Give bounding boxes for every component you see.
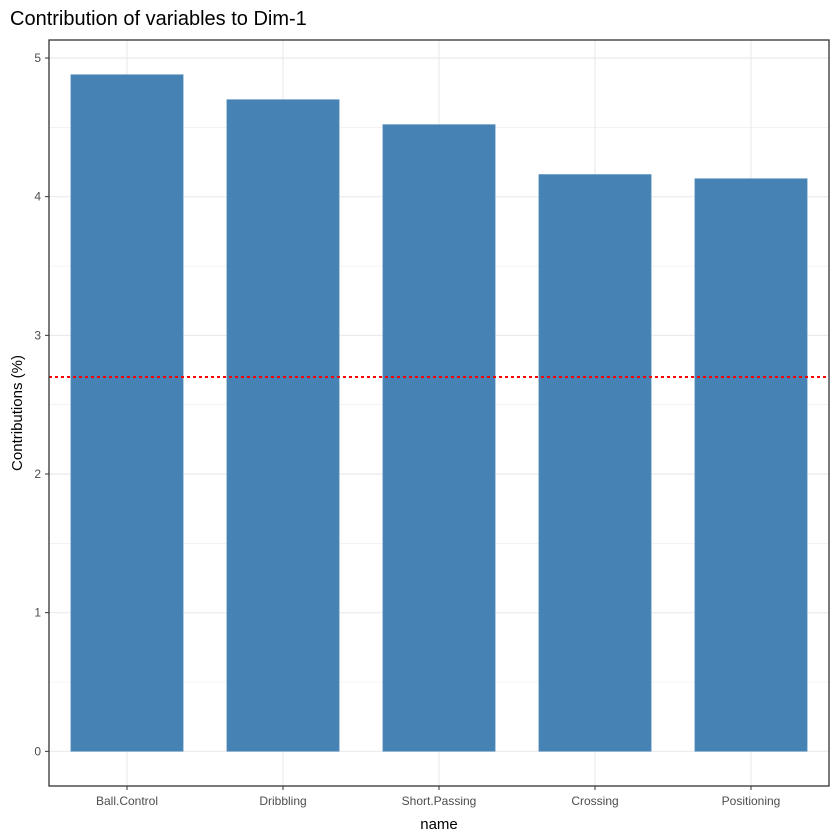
x-tick-label: Crossing — [571, 794, 618, 808]
bar-ball-control — [70, 74, 184, 752]
y-tick-label: 1 — [34, 606, 41, 620]
bar-short-passing — [382, 124, 496, 752]
x-tick-label: Positioning — [722, 794, 781, 808]
y-tick-label: 0 — [34, 744, 41, 758]
x-tick-label: Dribbling — [259, 794, 306, 808]
bar-crossing — [538, 174, 652, 752]
x-tick-label: Ball.Control — [96, 794, 158, 808]
y-tick-label: 5 — [34, 51, 41, 65]
x-axis: Ball.Control Dribbling Short.Passing Crossi… — [96, 786, 780, 808]
y-tick-label: 3 — [34, 328, 41, 342]
bars — [70, 74, 808, 752]
x-axis-title: name — [420, 816, 458, 833]
chart-title: Contribution of variables to Dim-1 — [10, 8, 307, 30]
y-axis-title: Contributions (%) — [9, 355, 26, 471]
bar-dribbling — [226, 99, 340, 752]
y-tick-label: 4 — [34, 190, 41, 204]
y-axis: 0 1 2 3 4 5 — [34, 51, 49, 758]
y-tick-label: 2 — [34, 467, 41, 481]
bar-positioning — [694, 178, 808, 752]
x-tick-label: Short.Passing — [402, 794, 477, 808]
